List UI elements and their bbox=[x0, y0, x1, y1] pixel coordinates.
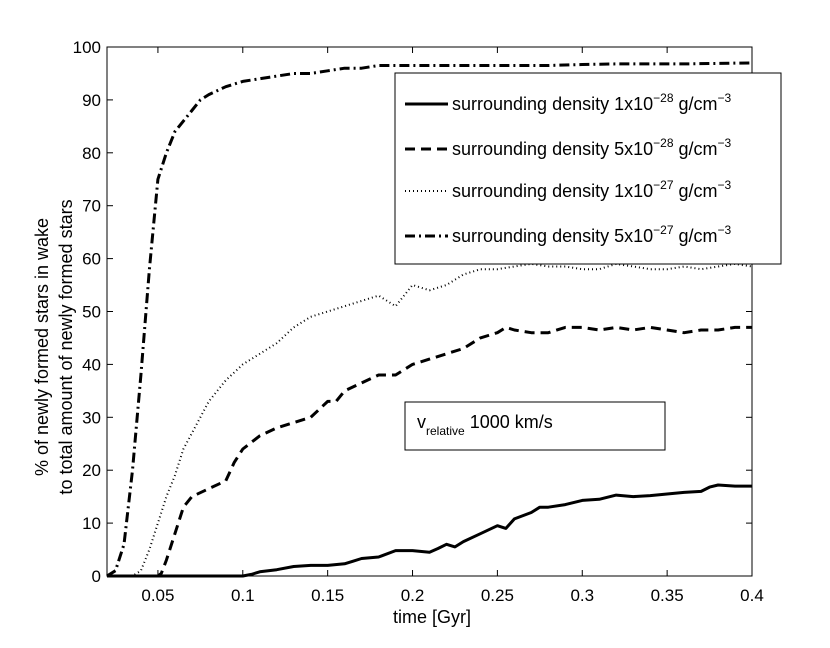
y-axis-label-line-1: % of newly formed stars in wake bbox=[32, 218, 52, 476]
y-axis-label-line-2: to total amount of newly formed stars bbox=[56, 199, 76, 494]
annotation-main: v bbox=[417, 412, 426, 432]
x-tick-label-4: 0.25 bbox=[481, 586, 514, 605]
annotation-rest: 1000 km/s bbox=[465, 412, 553, 432]
y-tick-label-2: 20 bbox=[82, 461, 101, 480]
plot-area: 0.05 0.1 0.15 0.2 0.25 0.3 0.35 0.4 0 10 20 30 40 50 6… bbox=[73, 38, 764, 605]
y-tick-label-8: 80 bbox=[82, 144, 101, 163]
y-tick-label-4: 40 bbox=[82, 355, 101, 374]
y-tick-label-7: 70 bbox=[82, 197, 101, 216]
x-tick-label-0: 0.05 bbox=[141, 586, 174, 605]
series-line-4 bbox=[106, 61, 753, 578]
y-tick-label-10: 100 bbox=[73, 38, 101, 57]
y-tick-label-9: 90 bbox=[82, 91, 101, 110]
legend-label-3: surrounding density 1x10−27 g/cm−3 bbox=[452, 178, 732, 201]
series-line-3 bbox=[107, 262, 753, 577]
legend-label-2: surrounding density 5x10−28 g/cm−3 bbox=[452, 136, 732, 159]
legend-entry-2: surrounding density 5x10−28 g/cm−3 bbox=[405, 136, 732, 159]
x-tick-label-3: 0.2 bbox=[401, 586, 425, 605]
y-tick-label-6: 60 bbox=[82, 250, 101, 269]
series-line-2 bbox=[107, 325, 752, 578]
legend-entry-3: surrounding density 1x10−27 g/cm−3 bbox=[405, 178, 732, 201]
legend-label-1: surrounding density 1x10−28 g/cm−3 bbox=[452, 91, 732, 114]
legend: surrounding density 1x10−28 g/cm−3 surro… bbox=[394, 72, 782, 265]
y-tick-label-0: 0 bbox=[92, 567, 101, 586]
annotation-sub: relative bbox=[426, 424, 465, 438]
y-tick-label-3: 30 bbox=[82, 408, 101, 427]
y-tick-label-1: 10 bbox=[82, 514, 101, 533]
x-tick-label-6: 0.35 bbox=[651, 586, 684, 605]
legend-label-4: surrounding density 5x10−27 g/cm−3 bbox=[452, 223, 732, 246]
legend-entry-4: surrounding density 5x10−27 g/cm−3 bbox=[405, 223, 732, 246]
x-axis-label: time [Gyr] bbox=[393, 607, 471, 627]
y-tick-label-5: 50 bbox=[82, 303, 101, 322]
annotation-box: vrelative 1000 km/s bbox=[404, 401, 666, 451]
x-tick-label-5: 0.3 bbox=[570, 586, 594, 605]
x-tick-label-1: 0.1 bbox=[231, 586, 255, 605]
x-tick-label-7: 0.4 bbox=[740, 586, 764, 605]
annotation-text: vrelative 1000 km/s bbox=[417, 412, 553, 438]
series-line-1 bbox=[107, 483, 752, 578]
legend-entry-1: surrounding density 1x10−28 g/cm−3 bbox=[405, 91, 732, 114]
x-tick-label-2: 0.15 bbox=[311, 586, 344, 605]
